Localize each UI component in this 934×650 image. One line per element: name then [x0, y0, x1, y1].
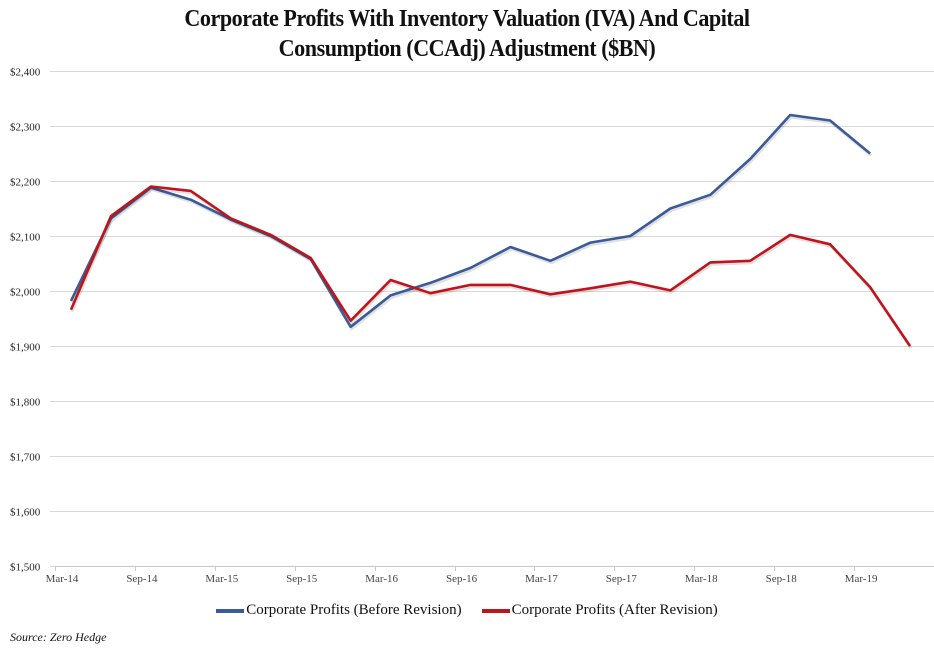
y-tick-label: $2,100: [10, 232, 41, 244]
x-tick-label: Mar-17: [525, 573, 558, 585]
line-chart: $1,500 $1,600 $1,700 $1,800 $1,900 $2,000 $2,1…: [10, 67, 934, 585]
chart-title-line-1: Corporate Profits With Inventory Valuati…: [184, 6, 750, 32]
x-tick-label: Sep-14: [126, 573, 158, 585]
legend-swatch-before: [216, 608, 245, 613]
legend-label-before: Corporate Profits (Before Revision): [246, 602, 462, 618]
legend-item-after-revision: Corporate Profits (After Revision): [481, 602, 718, 619]
series-line-before-revision: [69, 113, 871, 329]
y-tick-label: $2,400: [10, 67, 41, 79]
gridlines: [50, 71, 934, 567]
series-line-shadow: [70, 186, 913, 349]
y-tick-label: $2,000: [10, 287, 41, 299]
y-tick-label: $1,900: [10, 342, 41, 354]
x-tick-label: Sep-16: [446, 573, 478, 585]
x-tick-label: Mar-18: [685, 573, 718, 585]
x-tick-label: Sep-18: [766, 573, 798, 585]
x-tick-label: Mar-14: [46, 573, 79, 585]
y-tick-label: $1,700: [10, 452, 41, 464]
legend-swatch-after: [481, 608, 510, 613]
x-axis: Mar-14 Sep-14 Mar-15 Sep-15 Mar-16 Sep-16 Mar-…: [46, 566, 934, 585]
source-note: Source: Zero Hedge: [10, 630, 107, 644]
y-tick-label: $2,300: [10, 122, 41, 134]
y-tick-label: $2,200: [10, 177, 41, 189]
x-tick-label: Mar-16: [365, 573, 398, 585]
legend: Corporate Profits (Before Revision) Corp…: [0, 602, 934, 619]
y-tick-label: $1,800: [10, 397, 41, 409]
x-tick-label: Sep-15: [286, 573, 318, 585]
x-tick-label: Mar-15: [205, 573, 238, 585]
series-line-after-revision: [69, 185, 912, 347]
series-line-shadow: [70, 115, 873, 332]
y-axis-ticks: $1,500 $1,600 $1,700 $1,800 $1,900 $2,000 $2,1…: [10, 67, 41, 574]
chart-title: Corporate Profits With Inventory Valuati…: [37, 4, 896, 64]
legend-item-before-revision: Corporate Profits (Before Revision): [216, 602, 462, 619]
legend-label-after: Corporate Profits (After Revision): [511, 602, 718, 618]
y-tick-label: $1,500: [10, 562, 41, 574]
series-lines: [69, 113, 913, 349]
x-tick-label: Mar-19: [845, 573, 878, 585]
x-tick-label: Sep-17: [606, 573, 638, 585]
chart-title-line-2: Consumption (CCAdj) Adjustment ($BN): [278, 36, 656, 62]
y-tick-label: $1,600: [10, 507, 41, 519]
